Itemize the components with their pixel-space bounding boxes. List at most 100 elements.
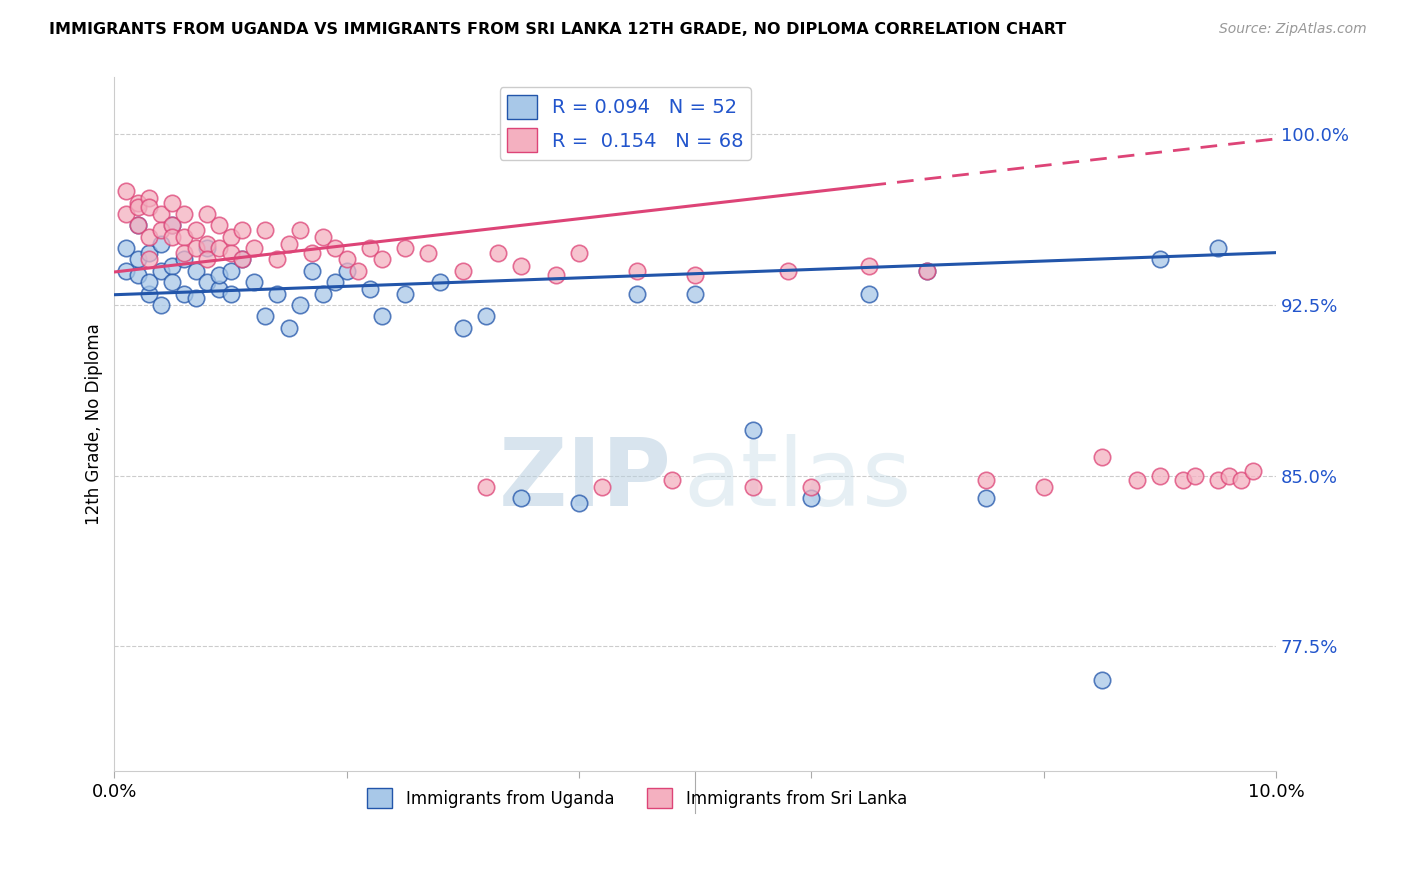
Point: [778, 264, 800, 278]
Point: [1171, 473, 1194, 487]
Point: [277, 236, 299, 251]
Point: [370, 310, 392, 324]
Point: [231, 252, 253, 267]
Point: [301, 264, 323, 278]
Point: [394, 241, 416, 255]
Point: [149, 223, 172, 237]
Point: [231, 252, 253, 267]
Point: [149, 207, 172, 221]
Point: [277, 320, 299, 334]
Point: [254, 223, 277, 237]
Point: [312, 286, 335, 301]
Point: [115, 264, 138, 278]
Point: [195, 241, 218, 255]
Point: [1218, 468, 1240, 483]
Point: [162, 275, 184, 289]
Point: [195, 252, 218, 267]
Point: [149, 236, 172, 251]
Point: [195, 275, 218, 289]
Point: [323, 275, 346, 289]
Text: IMMIGRANTS FROM UGANDA VS IMMIGRANTS FROM SRI LANKA 12TH GRADE, NO DIPLOMA CORRE: IMMIGRANTS FROM UGANDA VS IMMIGRANTS FRO…: [49, 22, 1067, 37]
Point: [858, 286, 880, 301]
Point: [370, 252, 392, 267]
Point: [323, 241, 346, 255]
Point: [486, 245, 509, 260]
Point: [127, 200, 149, 214]
Text: Source: ZipAtlas.com: Source: ZipAtlas.com: [1219, 22, 1367, 37]
Point: [184, 264, 207, 278]
Point: [195, 236, 218, 251]
Point: [219, 286, 242, 301]
Point: [219, 264, 242, 278]
Point: [591, 480, 613, 494]
Point: [243, 275, 266, 289]
Text: atlas: atlas: [683, 434, 912, 526]
Point: [359, 241, 381, 255]
Point: [301, 245, 323, 260]
Point: [475, 310, 498, 324]
Point: [162, 260, 184, 274]
Point: [231, 223, 253, 237]
Point: [626, 286, 648, 301]
Point: [138, 275, 160, 289]
Point: [683, 286, 706, 301]
Point: [1206, 241, 1229, 255]
Point: [626, 264, 648, 278]
Point: [138, 191, 160, 205]
Point: [800, 491, 823, 506]
Point: [127, 219, 149, 233]
Point: [742, 480, 765, 494]
Point: [173, 207, 195, 221]
Point: [974, 491, 997, 506]
Point: [127, 195, 149, 210]
Point: [208, 282, 231, 296]
Point: [162, 195, 184, 210]
Point: [290, 223, 312, 237]
Point: [394, 286, 416, 301]
Point: [1184, 468, 1206, 483]
Point: [208, 219, 231, 233]
Point: [1125, 473, 1147, 487]
Point: [162, 219, 184, 233]
Point: [149, 264, 172, 278]
Point: [138, 245, 160, 260]
Point: [208, 241, 231, 255]
Point: [510, 260, 533, 274]
Point: [451, 264, 474, 278]
Point: [1032, 480, 1054, 494]
Point: [974, 473, 997, 487]
Point: [127, 268, 149, 283]
Point: [359, 282, 381, 296]
Point: [568, 245, 591, 260]
Point: [127, 219, 149, 233]
Point: [266, 252, 288, 267]
Point: [173, 229, 195, 244]
Y-axis label: 12th Grade, No Diploma: 12th Grade, No Diploma: [86, 324, 103, 525]
Point: [138, 200, 160, 214]
Point: [1091, 673, 1114, 688]
Point: [219, 245, 242, 260]
Point: [475, 480, 498, 494]
Point: [312, 229, 335, 244]
Legend: Immigrants from Uganda, Immigrants from Sri Lanka: Immigrants from Uganda, Immigrants from …: [360, 781, 914, 815]
Point: [115, 207, 138, 221]
Point: [149, 298, 172, 312]
Point: [138, 229, 160, 244]
Point: [336, 252, 359, 267]
Point: [568, 496, 591, 510]
Point: [917, 264, 939, 278]
Point: [219, 229, 242, 244]
Point: [115, 184, 138, 198]
Point: [416, 245, 439, 260]
Point: [184, 223, 207, 237]
Point: [544, 268, 567, 283]
Point: [266, 286, 288, 301]
Point: [173, 245, 195, 260]
Point: [138, 252, 160, 267]
Point: [336, 264, 359, 278]
Point: [451, 320, 474, 334]
Point: [683, 268, 706, 283]
Point: [208, 268, 231, 283]
Point: [243, 241, 266, 255]
Point: [742, 423, 765, 437]
